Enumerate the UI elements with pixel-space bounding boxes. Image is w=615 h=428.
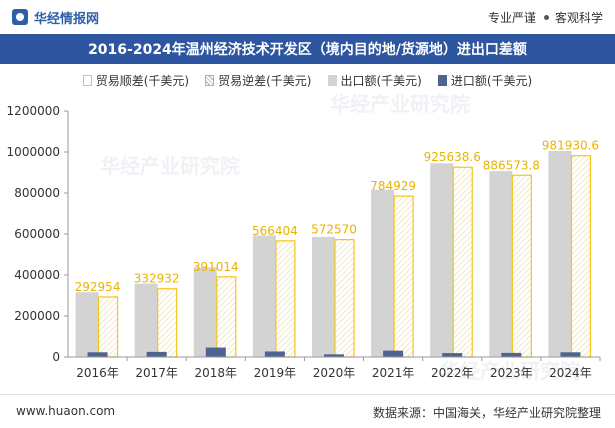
- x-tick-label: 2019年: [254, 366, 297, 380]
- data-label: 886573.8: [483, 158, 540, 172]
- bar-export[interactable]: [193, 267, 217, 357]
- x-axis: 2016年 2017年 2018年 2019年 2020年 2021年 2022年 2023年…: [68, 356, 601, 380]
- bar-surplus[interactable]: [511, 174, 532, 358]
- x-tick-label: 2023年: [490, 366, 533, 380]
- x-tick-label: 2022年: [431, 366, 474, 380]
- bar-export[interactable]: [548, 150, 572, 357]
- chart-title: 2016-2024年温州经济技术开发区（境内目的地/货源地）进出口差额: [0, 34, 615, 64]
- bar-import[interactable]: [442, 353, 463, 357]
- x-tick-label: 2020年: [313, 366, 356, 380]
- logo-text: 华经情报网: [34, 11, 100, 27]
- bar-import[interactable]: [146, 351, 167, 357]
- legend-item-surplus[interactable]: 贸易顺差(千美元): [82, 72, 190, 89]
- bar-surplus[interactable]: [157, 288, 178, 358]
- bar-import[interactable]: [501, 352, 522, 357]
- bar-export[interactable]: [312, 236, 335, 357]
- legend-label-import: 进口额(千美元): [450, 73, 533, 88]
- data-label: 572570: [311, 223, 357, 237]
- bar-import[interactable]: [560, 352, 581, 357]
- legend-swatch-export: [327, 74, 337, 86]
- legend-item-deficit[interactable]: 贸易逆差(千美元): [205, 72, 312, 89]
- bar-import[interactable]: [205, 347, 226, 357]
- bar-export[interactable]: [75, 292, 99, 357]
- data-label: 566404: [252, 224, 298, 238]
- site-link[interactable]: www.huaon.com: [16, 404, 116, 418]
- legend-swatch-surplus: [82, 74, 92, 86]
- legend-item-import[interactable]: 进口额(千美元): [437, 72, 533, 89]
- data-label: 391014: [193, 260, 239, 274]
- y-tick-label: 1200000: [7, 104, 60, 118]
- y-tick-label: 200000: [14, 309, 60, 323]
- legend-label-export: 出口额(千美元): [340, 73, 422, 88]
- y-tick-label: 0: [52, 350, 60, 364]
- chart-plot: 020000040000060000080000010000001200000 …: [7, 104, 601, 380]
- tag-professional: 专业严谨: [487, 11, 536, 25]
- bar-export[interactable]: [430, 163, 454, 357]
- y-tick-label: 600000: [14, 227, 60, 241]
- bars: 292954 332932 391014 566404 572570 784929 9256…: [75, 139, 599, 358]
- x-tick-label: 2016年: [76, 366, 119, 380]
- bar-import[interactable]: [324, 354, 344, 357]
- data-label: 925638.6: [424, 150, 481, 164]
- bar-surplus[interactable]: [334, 239, 355, 358]
- legend-label-surplus: 贸易顺差(千美元): [95, 73, 190, 88]
- tag-objective: 客观科学: [554, 11, 603, 25]
- bar-surplus[interactable]: [216, 276, 237, 358]
- bar-surplus[interactable]: [570, 155, 592, 358]
- y-tick-label: 400000: [14, 268, 60, 282]
- data-label: 981930.6: [542, 139, 599, 153]
- bar-surplus[interactable]: [393, 195, 414, 358]
- dot-icon: [543, 15, 549, 20]
- bar-export[interactable]: [371, 189, 395, 357]
- legend-swatch-deficit: [205, 74, 215, 86]
- bar-export[interactable]: [134, 283, 158, 357]
- bar-surplus[interactable]: [97, 296, 119, 358]
- bar-export[interactable]: [489, 171, 513, 357]
- legend-item-export[interactable]: 出口额(千美元): [327, 72, 422, 89]
- logo-icon: [12, 9, 28, 25]
- header-tags: 专业严谨 客观科学: [488, 9, 603, 26]
- bar-export[interactable]: [252, 235, 276, 357]
- bar-import[interactable]: [264, 351, 285, 357]
- top-bar: 华经情报网 专业严谨 客观科学: [0, 0, 615, 34]
- bar-surplus[interactable]: [275, 240, 296, 358]
- chart-legend: 贸易顺差(千美元) 贸易逆差(千美元) 出口额(千美元) 进口额(千美元): [0, 70, 615, 90]
- bar-surplus[interactable]: [452, 166, 473, 358]
- y-tick-label: 800000: [14, 186, 60, 200]
- data-source: 数据来源：中国海关，华经产业研究院整理: [372, 406, 601, 420]
- legend-swatch-import: [437, 74, 447, 86]
- logo[interactable]: 华经情报网: [12, 8, 100, 27]
- bar-import[interactable]: [87, 352, 108, 357]
- data-label: 332932: [134, 272, 180, 286]
- y-tick-label: 1000000: [7, 145, 60, 159]
- data-label: 292954: [75, 280, 121, 294]
- legend-label-deficit: 贸易逆差(千美元): [218, 73, 312, 88]
- y-axis: 0 200000 400000 600000 800000 1000000 1200000: [7, 104, 69, 364]
- x-tick-label: 2018年: [195, 366, 238, 380]
- x-tick-label: 2024年: [549, 366, 592, 380]
- bar-import[interactable]: [383, 350, 404, 357]
- x-tick-label: 2021年: [372, 366, 415, 380]
- footer: www.huaon.com 数据来源：中国海关，华经产业研究院整理: [0, 394, 615, 428]
- x-tick-label: 2017年: [135, 366, 178, 380]
- data-label: 784929: [370, 179, 416, 193]
